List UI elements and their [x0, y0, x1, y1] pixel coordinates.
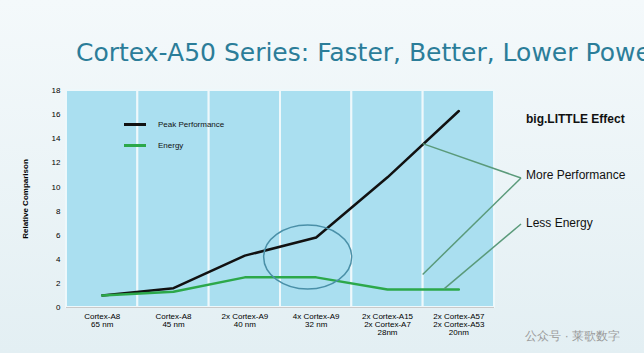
svg-text:14: 14 [52, 134, 61, 143]
svg-text:Cortex-A845 nm: Cortex-A845 nm [155, 312, 192, 329]
svg-text:2: 2 [56, 279, 61, 288]
svg-text:12: 12 [52, 158, 61, 167]
svg-text:10: 10 [52, 183, 61, 192]
html-text:More Performance: More Performance [526, 168, 626, 182]
svg-text:18: 18 [52, 86, 61, 95]
svg-text:Relative Comparison: Relative Comparison [21, 159, 30, 239]
svg-text:2x Cortex-A152x Cortex-A728nm: 2x Cortex-A152x Cortex-A728nm [362, 312, 414, 337]
svg-text:8: 8 [56, 207, 61, 216]
svg-text:Cortex-A865 nm: Cortex-A865 nm [84, 312, 121, 329]
html-text:big.LITTLE Effect: big.LITTLE Effect [526, 112, 625, 126]
html-text:Energy: Energy [158, 141, 184, 150]
html-text:Peak Performance: Peak Performance [158, 120, 225, 129]
svg-text:2x Cortex-A572x Cortex-A5320nm: 2x Cortex-A572x Cortex-A5320nm [433, 312, 485, 337]
svg-text:4: 4 [56, 255, 61, 264]
html-text:公众号 · 莱歌数字: 公众号 · 莱歌数字 [525, 329, 620, 343]
svg-text:0: 0 [56, 303, 61, 312]
html-text:Less Energy: Less Energy [526, 216, 593, 230]
svg-text:4x Cortex-A932 nm: 4x Cortex-A932 nm [293, 312, 340, 329]
svg-text:16: 16 [52, 110, 61, 119]
svg-text:6: 6 [56, 231, 61, 240]
svg-text:2x Cortex-A940 nm: 2x Cortex-A940 nm [221, 312, 268, 329]
